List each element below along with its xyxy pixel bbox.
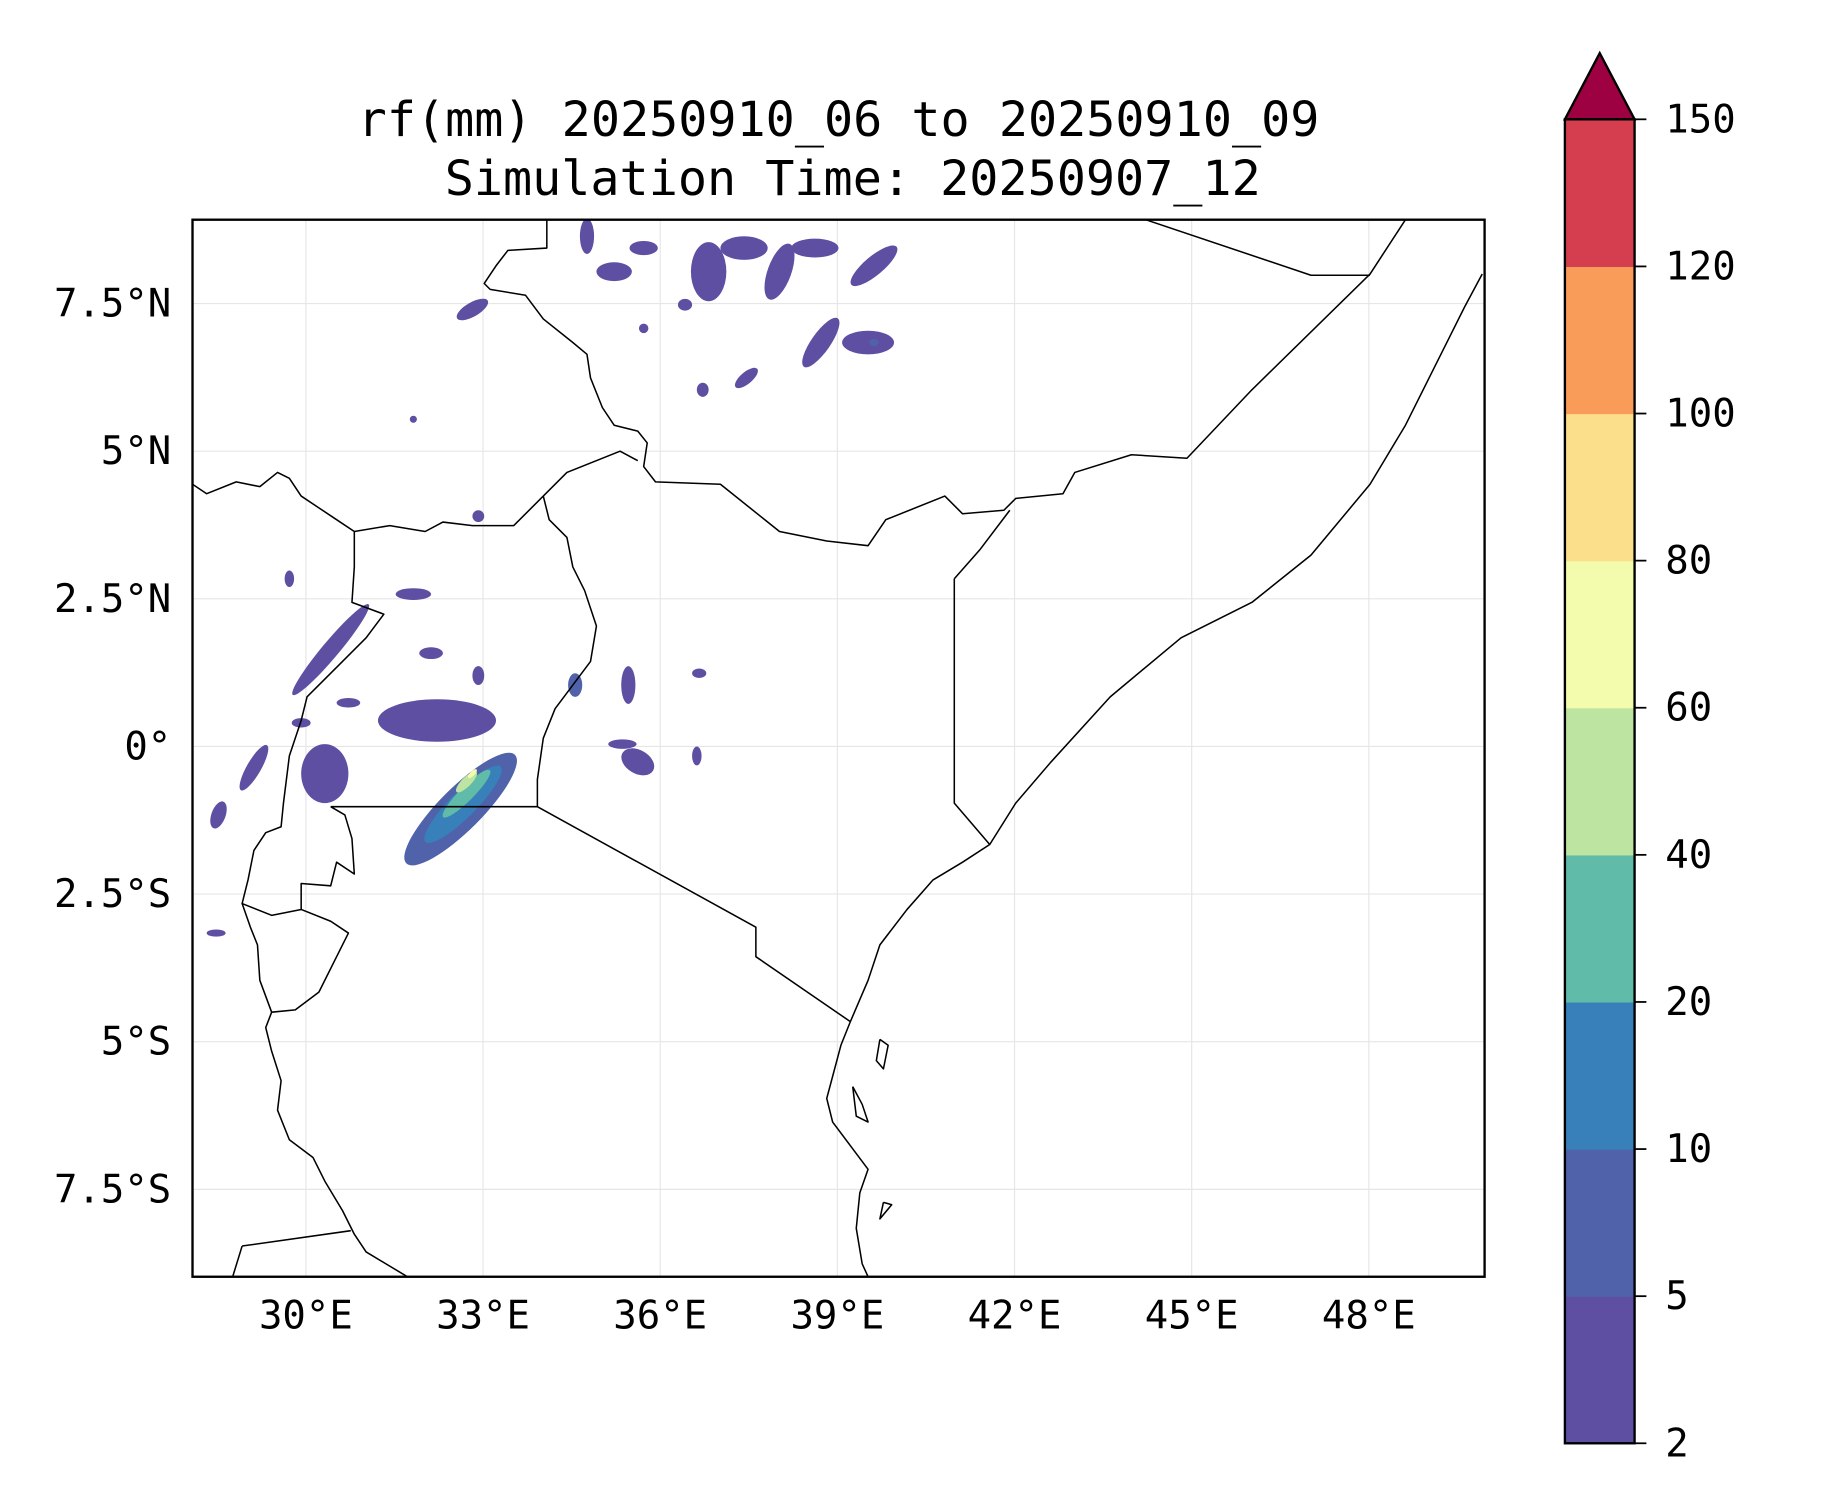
colorbar-segment bbox=[1564, 707, 1635, 856]
y-tick-label: 7.5°N bbox=[54, 282, 171, 327]
colorbar-segment bbox=[1564, 1296, 1635, 1444]
rain-cell-level-5 bbox=[467, 769, 477, 779]
colorbar-tick-label: 80 bbox=[1665, 539, 1712, 584]
rain-cell-level-0 bbox=[692, 668, 707, 678]
x-tick-label: 45°E bbox=[1145, 1294, 1239, 1339]
rain-cell-level-0 bbox=[239, 744, 269, 791]
border-line bbox=[953, 578, 991, 845]
rain-cell-level-0 bbox=[395, 588, 432, 601]
rain-cell-level-0 bbox=[210, 801, 227, 829]
map-frame bbox=[191, 218, 1486, 1278]
colorbar-tick-label: 150 bbox=[1665, 97, 1735, 142]
rain-cell-level-0 bbox=[336, 698, 361, 708]
rain-cell-level-0 bbox=[791, 238, 839, 258]
rain-cell-level-0 bbox=[802, 317, 840, 368]
rain-cell-level-0 bbox=[409, 415, 417, 423]
rain-cell-level-0 bbox=[850, 245, 898, 287]
x-tick-label: 42°E bbox=[968, 1294, 1062, 1339]
y-tick-label: 5°S bbox=[101, 1020, 171, 1065]
colorbar-tick-label: 100 bbox=[1665, 392, 1735, 437]
rain-cell-level-0 bbox=[456, 298, 489, 321]
x-tick-label: 33°E bbox=[436, 1294, 530, 1339]
colorbar-tick-label: 20 bbox=[1665, 980, 1712, 1025]
border-line bbox=[1145, 219, 1371, 276]
rain-cell-level-0 bbox=[638, 323, 649, 334]
rain-cell-level-0 bbox=[720, 236, 768, 260]
rain-cell-level-0 bbox=[842, 330, 895, 355]
colorbar-tick-label: 2 bbox=[1665, 1421, 1688, 1466]
rain-cell-level-1 bbox=[869, 338, 879, 347]
colorbar-segment bbox=[1564, 1001, 1635, 1150]
rain-cell-level-0 bbox=[608, 739, 637, 749]
rain-cell-level-0 bbox=[377, 699, 497, 742]
rain-cell-level-0 bbox=[629, 240, 658, 256]
border-line bbox=[849, 273, 1483, 1022]
rain-cell-level-0 bbox=[734, 367, 758, 389]
border-line bbox=[483, 219, 1407, 547]
colorbar-segment bbox=[1564, 854, 1635, 1003]
colorbar-segment bbox=[1564, 1149, 1635, 1297]
border-line bbox=[231, 1245, 243, 1277]
x-tick-label: 36°E bbox=[613, 1294, 707, 1339]
x-tick-label: 39°E bbox=[790, 1294, 884, 1339]
border-line bbox=[241, 531, 385, 917]
border-line bbox=[953, 509, 1011, 580]
colorbar-outline bbox=[1563, 118, 1636, 1445]
colorbar-tick-label: 5 bbox=[1665, 1274, 1688, 1319]
x-axis: 30°E 33°E 36°E 39°E 42°E 45°E 48°E bbox=[259, 1294, 1416, 1339]
rain-cell-level-0 bbox=[472, 666, 485, 686]
border-line bbox=[192, 450, 639, 533]
gridlines bbox=[192, 219, 1485, 1277]
rain-cell-level-0 bbox=[621, 748, 655, 776]
x-tick-label: 30°E bbox=[259, 1294, 353, 1339]
colorbar-segment bbox=[1564, 413, 1635, 562]
rain-cell-level-0 bbox=[692, 746, 702, 766]
rain-cell-level-0 bbox=[419, 647, 443, 660]
rain-cell-level-0 bbox=[284, 570, 295, 588]
rain-cell-level-0 bbox=[621, 666, 636, 704]
rainfall-contours bbox=[206, 219, 898, 937]
colorbar-tick-label: 10 bbox=[1665, 1127, 1712, 1172]
country-borders bbox=[192, 219, 1483, 1277]
rain-cell-level-0 bbox=[472, 510, 485, 523]
colorbar-tick-label: 120 bbox=[1665, 244, 1735, 289]
colorbar-tick-label: 40 bbox=[1665, 833, 1712, 878]
border-line bbox=[875, 1038, 889, 1070]
border-line bbox=[851, 1086, 869, 1123]
rain-cell-level-0 bbox=[696, 382, 709, 397]
rain-cell-level-0 bbox=[690, 242, 727, 302]
border-line bbox=[536, 495, 851, 1023]
chart-title-line-1: rf(mm) 20250910_06 to 20250910_09 bbox=[358, 92, 1320, 148]
colorbar-tick-label: 60 bbox=[1665, 686, 1712, 731]
y-tick-label: 7.5°S bbox=[54, 1167, 171, 1212]
colorbar-extend-arrow bbox=[1562, 50, 1637, 121]
colorbar: 2 5 10 20 40 60 80 100 120 150 bbox=[1562, 50, 1736, 1466]
x-tick-label: 48°E bbox=[1322, 1294, 1416, 1339]
y-axis: 7.5°N 5°N 2.5°N 0° 2.5°S 5°S 7.5°S bbox=[54, 282, 171, 1213]
colorbar-segment bbox=[1564, 266, 1635, 415]
colorbar-segment bbox=[1564, 119, 1635, 268]
border-line bbox=[241, 903, 273, 1013]
rain-cell-level-3 bbox=[442, 769, 491, 818]
y-tick-label: 2.5°N bbox=[54, 577, 171, 622]
rain-cell-level-0 bbox=[677, 298, 693, 311]
rain-cell-level-0 bbox=[206, 929, 226, 937]
border-line bbox=[242, 1229, 351, 1247]
border-line bbox=[879, 1201, 893, 1220]
rain-cell-level-0 bbox=[579, 219, 595, 254]
y-tick-label: 2.5°S bbox=[54, 872, 171, 917]
rain-cell-level-0 bbox=[764, 243, 795, 300]
rain-cell-level-0 bbox=[292, 604, 370, 696]
chart-title-line-2: Simulation Time: 20250907_12 bbox=[445, 151, 1261, 207]
rain-cell-level-0 bbox=[301, 744, 349, 804]
border-line bbox=[264, 908, 408, 1277]
colorbar-segment bbox=[1564, 560, 1635, 709]
rain-cell-level-1 bbox=[568, 673, 583, 697]
rain-cell-level-0 bbox=[596, 262, 632, 282]
y-tick-label: 0° bbox=[124, 724, 171, 769]
border-line bbox=[825, 1021, 869, 1277]
y-tick-label: 5°N bbox=[101, 429, 171, 474]
